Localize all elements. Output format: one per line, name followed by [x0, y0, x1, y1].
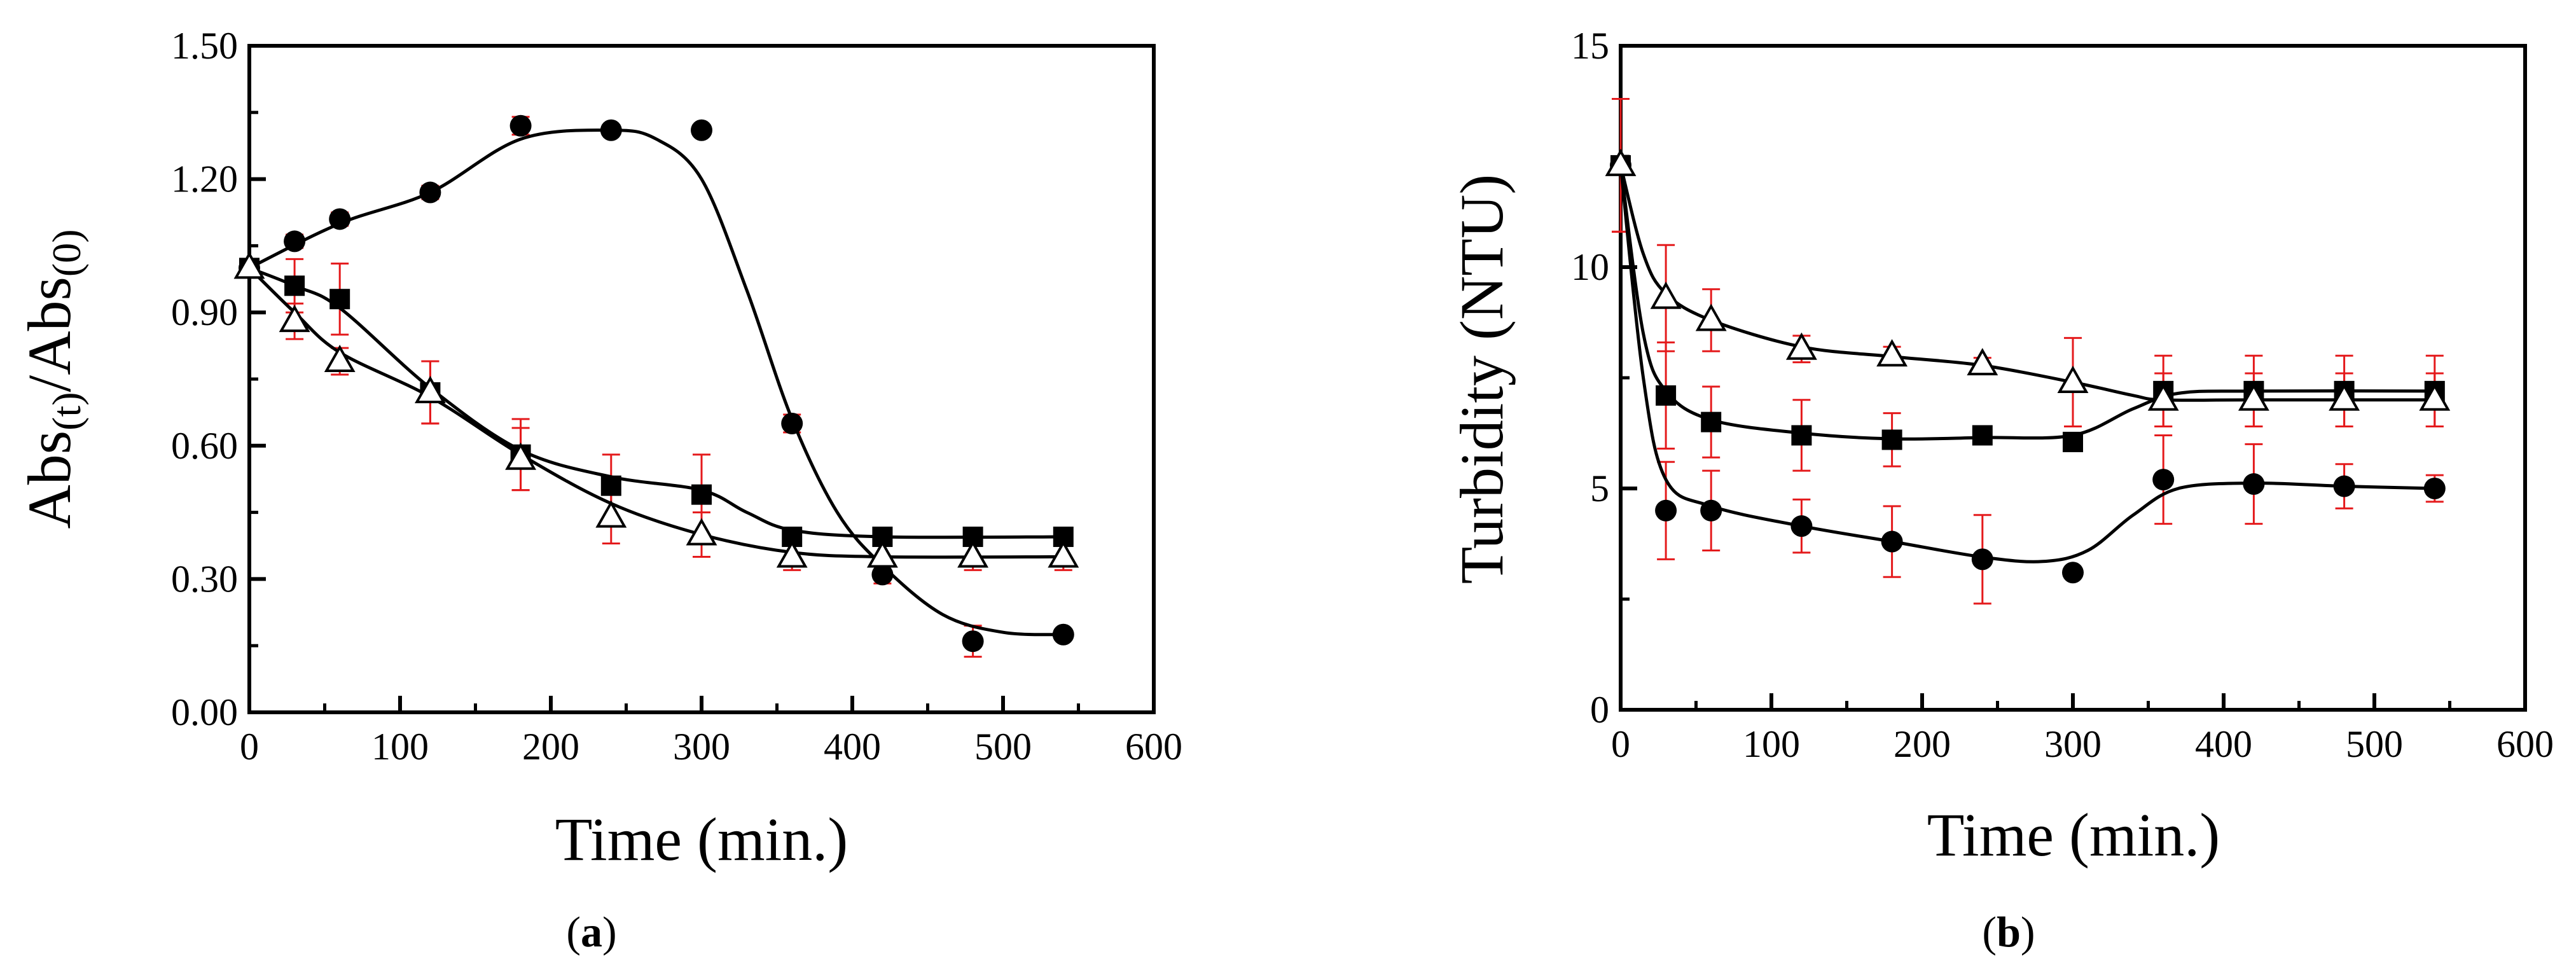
data-point-a-triangle-10 [1048, 540, 1079, 568]
x-axis-title-b: Time (min.) [1927, 801, 2220, 869]
x-ticks-a: 0 100 200 300 400 500 600 [240, 696, 1182, 768]
data-point-b-square-1 [1656, 385, 1677, 406]
x-tick-label-b-1: 100 [1743, 723, 1800, 765]
data-point-a-square-5 [600, 475, 621, 496]
x-tick-label-a-4: 400 [824, 726, 881, 768]
y-tick-label-a-3: 0.90 [171, 291, 238, 333]
y-tick-label-b-1: 5 [1590, 467, 1609, 509]
x-tick-label-a-0: 0 [240, 726, 259, 768]
data-point-a-circle-5 [600, 119, 622, 141]
data-point-b-circle-4 [1881, 530, 1903, 553]
x-tick-label-a-6: 600 [1125, 726, 1182, 768]
data-point-a-triangle-5 [595, 500, 627, 528]
data-point-b-triangle-1 [1650, 281, 1682, 309]
y-tick-label-a-4: 1.20 [171, 158, 238, 200]
data-point-a-square-6 [691, 484, 712, 505]
y-axis-title-b: Turbidity (NTU) [1448, 174, 1516, 584]
data-point-b-circle-5 [1971, 548, 1993, 570]
data-point-b-triangle-3 [1785, 332, 1817, 360]
data-point-b-triangle-0 [1605, 148, 1637, 176]
data-point-b-triangle-2 [1695, 303, 1727, 331]
chart-panel-b: 0 5 10 15 0 100 200 300 400 500 600 Time (min.) T… [1448, 25, 2554, 956]
x-tick-label-b-0: 0 [1611, 723, 1630, 765]
x-tick-label-a-1: 100 [371, 726, 429, 768]
x-tick-label-a-5: 500 [974, 726, 1032, 768]
data-point-a-circle-1 [284, 230, 306, 252]
x-tick-label-a-2: 200 [522, 726, 579, 768]
data-point-b-square-2 [1701, 411, 1722, 432]
data-point-b-circle-3 [1790, 515, 1813, 537]
y-axis-title-sub-t: (t) [44, 392, 89, 430]
y-axis-title-sub-0: (0) [44, 229, 89, 277]
data-point-b-circle-2 [1700, 499, 1722, 522]
x-axis-title-a: Time (min.) [555, 805, 848, 873]
x-tick-label-b-5: 500 [2346, 723, 2403, 765]
data-point-b-circle-10 [2423, 478, 2446, 499]
data-point-b-triangle-10 [2419, 383, 2451, 411]
data-point-b-triangle-6 [2057, 365, 2089, 393]
data-point-a-circle-4 [509, 114, 532, 137]
panel-label-b: (b) [1982, 908, 2035, 956]
data-point-b-circle-7 [2152, 469, 2175, 491]
y-axis-title-part-slash-abs: /Abs [15, 277, 83, 392]
x-ticks-b: 0 100 200 300 400 500 600 [1611, 693, 2554, 765]
data-point-b-triangle-5 [1967, 348, 1998, 376]
data-markers-a [233, 114, 1079, 653]
data-point-b-square-4 [1881, 429, 1902, 450]
data-point-a-triangle-7 [776, 540, 808, 568]
data-point-a-triangle-8 [866, 540, 898, 568]
data-point-b-triangle-7 [2147, 383, 2179, 411]
x-tick-label-a-3: 300 [673, 726, 730, 768]
data-point-b-circle-9 [2333, 475, 2355, 497]
data-point-a-square-2 [329, 289, 350, 310]
data-point-a-circle-8 [871, 564, 894, 586]
data-point-a-triangle-0 [233, 251, 265, 279]
data-point-a-circle-3 [419, 181, 441, 204]
data-point-a-triangle-2 [324, 345, 356, 373]
data-point-b-triangle-8 [2238, 383, 2269, 411]
y-tick-label-a-1: 0.30 [171, 558, 238, 600]
y-tick-label-b-0: 0 [1590, 689, 1609, 731]
y-axis-title-part-abs: Abs [15, 431, 83, 529]
data-point-a-triangle-4 [505, 442, 537, 470]
y-axis-title-a: Abs(t)/Abs(0) [15, 229, 89, 529]
data-point-a-circle-2 [329, 208, 351, 230]
y-tick-label-a-2: 0.60 [171, 425, 238, 467]
y-tick-label-a-0: 0.00 [171, 691, 238, 733]
data-point-a-triangle-1 [279, 305, 310, 333]
data-point-b-circle-8 [2243, 473, 2265, 495]
data-point-a-triangle-9 [957, 540, 989, 568]
data-point-a-circle-9 [962, 630, 984, 653]
y-tick-label-b-2: 10 [1571, 246, 1609, 288]
data-point-b-square-6 [2063, 431, 2083, 452]
data-point-a-circle-6 [691, 119, 712, 141]
x-tick-label-b-3: 300 [2044, 723, 2102, 765]
data-point-b-triangle-4 [1876, 339, 1908, 367]
fit-curve-b-square [1619, 165, 2435, 441]
data-point-a-circle-7 [781, 412, 803, 434]
panel-label-a: (a) [566, 908, 616, 956]
data-markers-b [1605, 148, 2451, 584]
y-tick-label-a-5: 1.50 [171, 25, 238, 67]
data-point-b-triangle-9 [2329, 383, 2360, 411]
data-point-a-triangle-6 [686, 518, 717, 546]
data-point-b-circle-6 [2062, 562, 2084, 584]
x-tick-label-b-6: 600 [2496, 723, 2554, 765]
y-ticks-a: 0.00 0.30 0.60 0.90 1.20 1.50 [171, 25, 266, 733]
chart-panel-a: 0.00 0.30 0.60 0.90 1.20 1.50 0 100 200 300 400 50… [15, 25, 1182, 956]
x-tick-label-b-2: 200 [1894, 723, 1951, 765]
panel-label-b-letter: b [1997, 908, 2021, 956]
data-point-b-circle-1 [1655, 499, 1677, 522]
x-tick-label-b-4: 400 [2195, 723, 2252, 765]
data-point-a-circle-10 [1052, 623, 1074, 646]
y-tick-label-b-3: 15 [1571, 25, 1609, 67]
fit-curve-a-triangle [248, 266, 1063, 559]
data-point-b-square-3 [1791, 425, 1812, 446]
data-point-a-triangle-3 [414, 375, 446, 403]
panel-label-a-letter: a [581, 908, 602, 956]
data-point-b-square-5 [1972, 425, 1993, 446]
data-point-a-square-1 [284, 275, 305, 296]
